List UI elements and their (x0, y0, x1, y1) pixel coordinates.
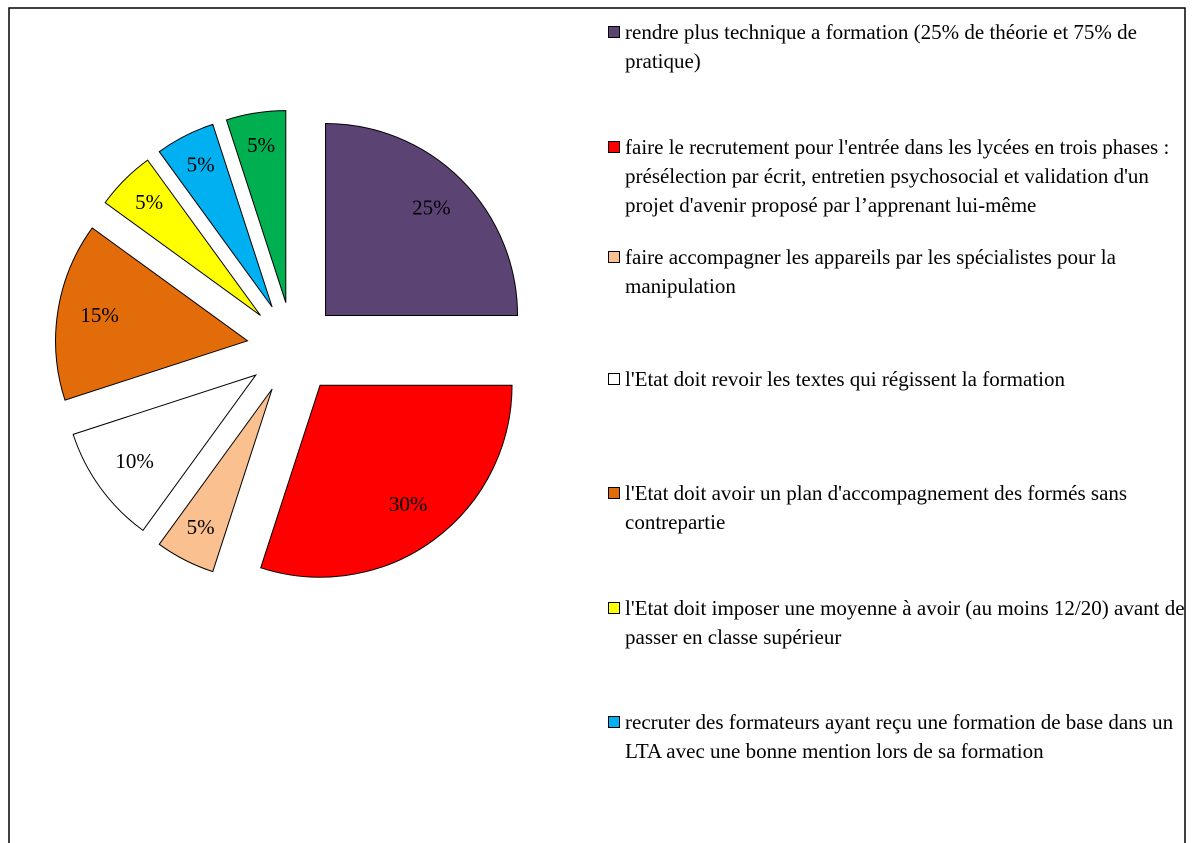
legend-swatch (608, 487, 620, 499)
data-label: 5% (135, 190, 163, 214)
legend-item: l'Etat doit imposer une moyenne à avoir … (608, 594, 1185, 652)
legend-label: rendre plus technique a formation (25% d… (625, 20, 1137, 73)
data-label: 25% (412, 195, 451, 219)
pie-slice (104, 159, 261, 316)
pie-slice (260, 384, 513, 578)
legend-item: faire accompagner les appareils par les … (608, 243, 1185, 301)
legend-label: recruter des formateurs ayant reçu une f… (625, 710, 1174, 763)
legend-item: l'Etat doit avoir un plan d'accompagneme… (608, 479, 1185, 537)
data-label: 5% (247, 133, 275, 157)
legend-item: faire le recrutement pour l'entrée dans … (608, 133, 1185, 220)
legend-swatch (608, 602, 620, 614)
legend-swatch (608, 251, 620, 263)
pie-slice (325, 122, 519, 316)
legend-label: l'Etat doit revoir les textes qui régiss… (625, 367, 1066, 391)
legend-label: l'Etat doit avoir un plan d'accompagneme… (625, 481, 1128, 534)
legend-label: l'Etat doit imposer une moyenne à avoir … (625, 596, 1185, 649)
pie-slice (72, 374, 258, 532)
pie-slice (158, 388, 273, 573)
data-label: 15% (80, 303, 119, 327)
legend-item: rendre plus technique a formation (25% d… (608, 18, 1185, 76)
legend-swatch (608, 141, 620, 153)
legend-item: recruter des formateurs ayant reçu une f… (608, 708, 1185, 766)
legend-swatch (608, 716, 620, 728)
legend-item: l'Etat doit revoir les textes qui régiss… (608, 365, 1185, 394)
data-label: 10% (115, 449, 154, 473)
data-label: 5% (187, 153, 215, 177)
legend-swatch (608, 26, 620, 38)
pie-slice (225, 110, 287, 303)
pie-slice (55, 227, 249, 401)
frame (8, 7, 1186, 843)
legend-label: faire le recrutement pour l'entrée dans … (625, 135, 1170, 217)
pie-slice (158, 123, 273, 308)
legend-swatch (608, 373, 620, 385)
legend-label: faire accompagner les appareils par les … (625, 245, 1116, 298)
data-label: 5% (187, 515, 215, 539)
data-label: 30% (389, 492, 428, 516)
